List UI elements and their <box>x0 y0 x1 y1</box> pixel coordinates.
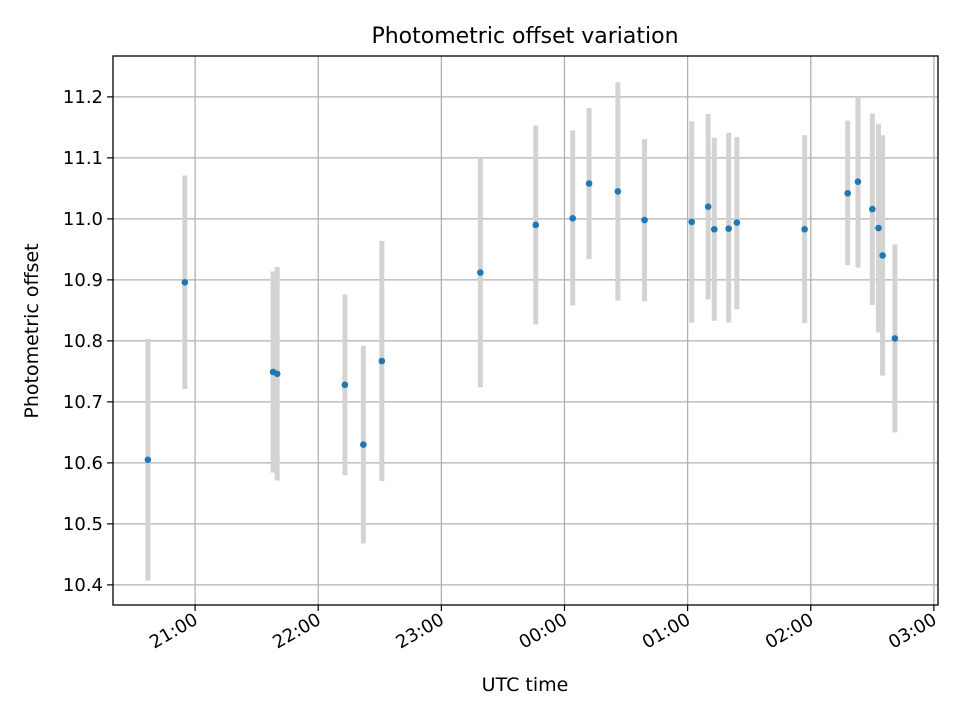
y-tick-label: 10.5 <box>63 514 103 535</box>
data-point <box>273 370 281 378</box>
chart-title: Photometric offset variation <box>371 24 678 49</box>
data-point <box>875 224 882 232</box>
data-point <box>181 279 189 286</box>
data-point <box>688 218 696 226</box>
data-point <box>641 216 648 224</box>
y-tick-label: 10.6 <box>63 453 103 474</box>
data-point <box>879 252 886 259</box>
y-tick-label: 11.1 <box>63 148 103 169</box>
y-tick-label: 11.0 <box>63 209 103 230</box>
data-point <box>341 381 349 389</box>
y-tick-label: 10.4 <box>63 575 103 596</box>
grid <box>113 56 938 605</box>
x-axis-label: UTC time <box>482 674 569 696</box>
y-tick-label: 10.7 <box>63 392 103 413</box>
y-ticks: 10.4 10.5 10.6 10.7 10.8 10.9 11.0 11.1 11.2 <box>63 87 113 596</box>
data-point <box>704 203 712 210</box>
data-point <box>477 269 484 276</box>
data-point <box>614 188 622 195</box>
data-points <box>144 178 899 464</box>
data-point <box>891 335 899 342</box>
y-tick-label: 10.8 <box>63 331 103 352</box>
axes-frame <box>112 55 939 606</box>
data-point <box>360 441 367 448</box>
data-point <box>532 221 540 229</box>
data-point <box>869 205 876 213</box>
data-point <box>569 214 577 222</box>
data-point <box>801 225 808 233</box>
data-point <box>585 180 593 187</box>
y-axis-label: Photometric offset <box>21 243 43 418</box>
data-point <box>844 189 852 197</box>
data-point <box>733 219 741 226</box>
data-point <box>725 225 732 232</box>
data-point <box>711 225 718 233</box>
data-point <box>378 357 386 365</box>
y-tick-label: 10.9 <box>63 270 103 291</box>
data-point <box>854 178 862 185</box>
y-tick-label: 11.2 <box>63 87 103 108</box>
data-point <box>144 456 152 464</box>
